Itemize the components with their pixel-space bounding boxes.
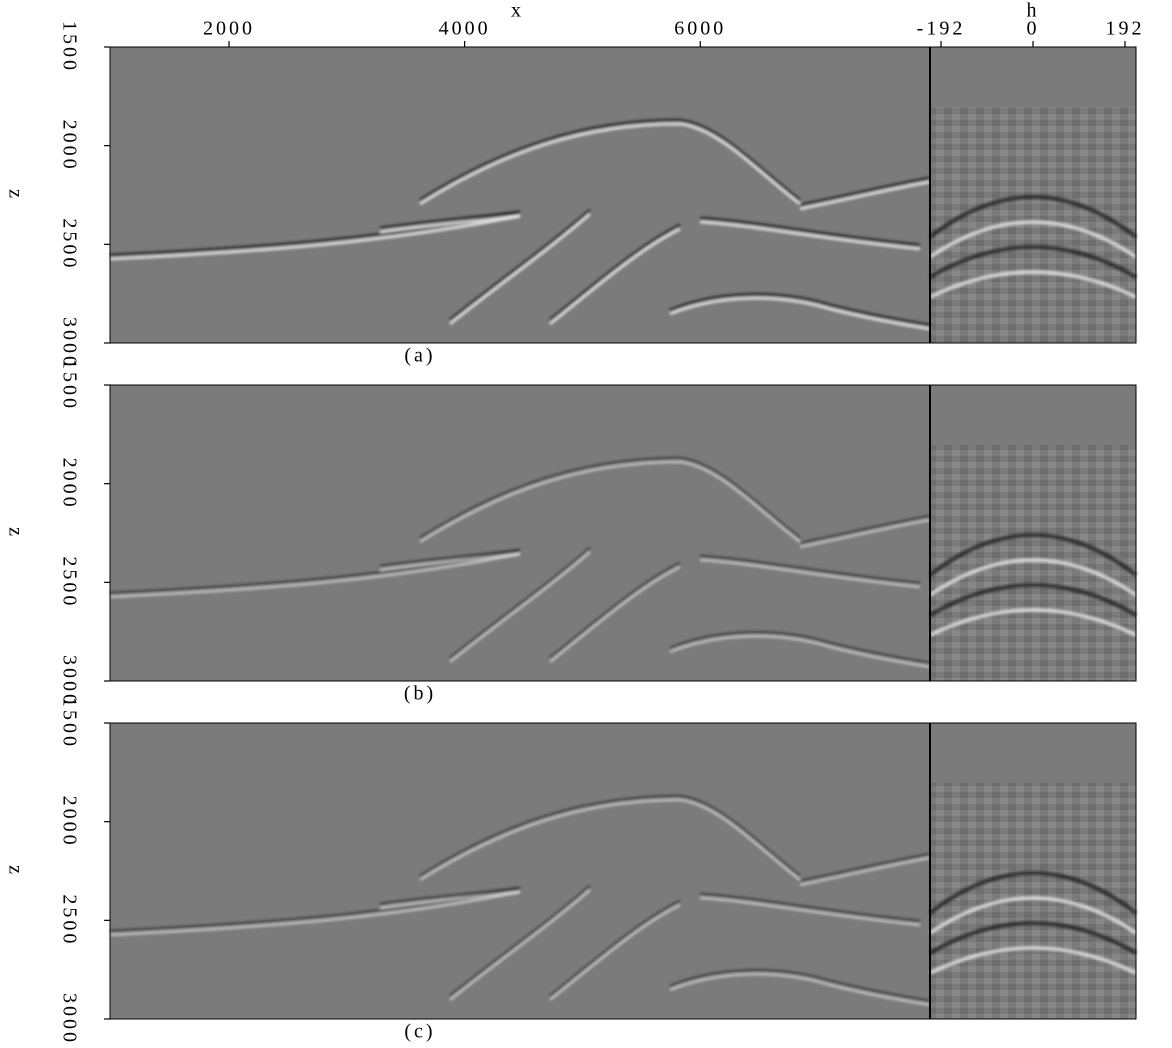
y-tick-label: 2500 [58,556,80,608]
y-tick-label: 2500 [58,218,80,270]
reflector-dark [419,118,801,202]
y-tick-label: 2500 [58,894,80,946]
gather-event [928,583,1138,617]
reflector-light [549,903,681,1001]
y-tick-label: 1500 [58,21,80,73]
gather-event [928,533,1138,577]
y-tick-label: 3000 [58,655,80,707]
reflector-dark [799,852,931,883]
reflector-dark [379,886,521,906]
reflector-light [669,973,931,1007]
y-tick-label: 3000 [58,993,80,1045]
reflectors [109,794,1138,1007]
y-tick-label: 2000 [58,458,80,510]
gather-event [928,220,1138,259]
gather-event [929,608,1137,637]
reflector-light [379,552,521,572]
panel: 1500 2000 2500 3000 z (c) [4,697,1138,1045]
y-tick-label: 1500 [58,359,80,411]
reflector-light [549,227,681,326]
y-axis-label: z [4,865,26,877]
panel: 1500 2000 2500 3000 z (b) [4,359,1138,707]
reflectors [109,456,1138,669]
gather-top [930,385,1136,445]
x-tick-label: 2000 [203,18,255,40]
reflector-dark [379,210,521,230]
gather-event [928,245,1138,279]
caption: (b) [404,683,436,705]
y-tick-label: 2000 [58,120,80,172]
gather-image [930,107,1136,343]
y-tick-label: 1500 [58,697,80,749]
gather-top [930,47,1136,107]
reflector-light [669,635,931,669]
reflector-dark [449,208,591,322]
y-axis-label: z [4,527,26,539]
reflector-dark [669,631,931,665]
reflector-dark [699,892,921,923]
gather-top [930,723,1136,783]
reflector-dark [549,899,681,997]
frame [109,722,1137,1020]
panel: 1500 2000 2500 3000 z (a) 2000 4000 6000 x -192 0 19… [4,0,1144,369]
reflector-dark [419,794,801,878]
reflector-dark [449,885,591,997]
reflector-dark [419,456,801,540]
reflector-light [449,551,591,663]
reflector-dark [379,548,521,568]
gather-event [928,896,1138,935]
reflector-light [109,890,521,937]
gather-image [930,783,1136,1019]
gather-event [928,195,1138,239]
reflector-light [799,180,931,211]
caption: (a) [404,345,435,367]
gather-event [929,946,1137,975]
reflectors [109,118,1138,331]
y-tick-label: 2000 [58,796,80,848]
reflector-dark [799,176,931,207]
reflector-light [109,214,521,261]
x-tick-label: 6000 [674,18,726,40]
frame [109,384,1137,682]
reflector-light [549,565,681,663]
reflector-light [379,890,521,910]
reflector-dark [669,292,931,327]
reflector-light [419,460,801,544]
reflector-dark [449,547,591,659]
reflector-light [449,889,591,1001]
frame [109,46,1137,344]
gather-event [928,558,1138,597]
reflector-light [799,856,931,887]
h-tick-label: -192 [917,18,966,40]
reflector-light [419,122,801,206]
gather-event [928,921,1138,955]
reflector-light [449,212,591,326]
h-tick-label: 192 [1105,18,1144,40]
reflector-dark [699,554,921,585]
y-axis-label: z [4,189,26,201]
reflector-light [419,798,801,882]
y-tick-label: 3000 [58,317,80,369]
reflector-light [669,296,931,331]
reflector-dark [549,223,681,322]
reflector-dark [799,514,931,545]
gather-event [928,871,1138,915]
gather-event [929,270,1137,299]
reflector-light [799,518,931,549]
x-axis-label: x [511,0,524,22]
reflector-light [699,220,921,251]
reflector-light [379,214,521,234]
reflector-light [699,558,921,589]
reflector-light [109,552,521,599]
reflector-dark [699,216,921,247]
gather-image [930,445,1136,681]
x-tick-label: 4000 [439,18,491,40]
reflector-dark [549,561,681,659]
caption: (c) [404,1021,435,1043]
reflector-light [699,896,921,927]
h-tick-label: 0 [1027,18,1040,40]
h-axis-label: h [1027,0,1040,22]
reflector-dark [669,969,931,1003]
